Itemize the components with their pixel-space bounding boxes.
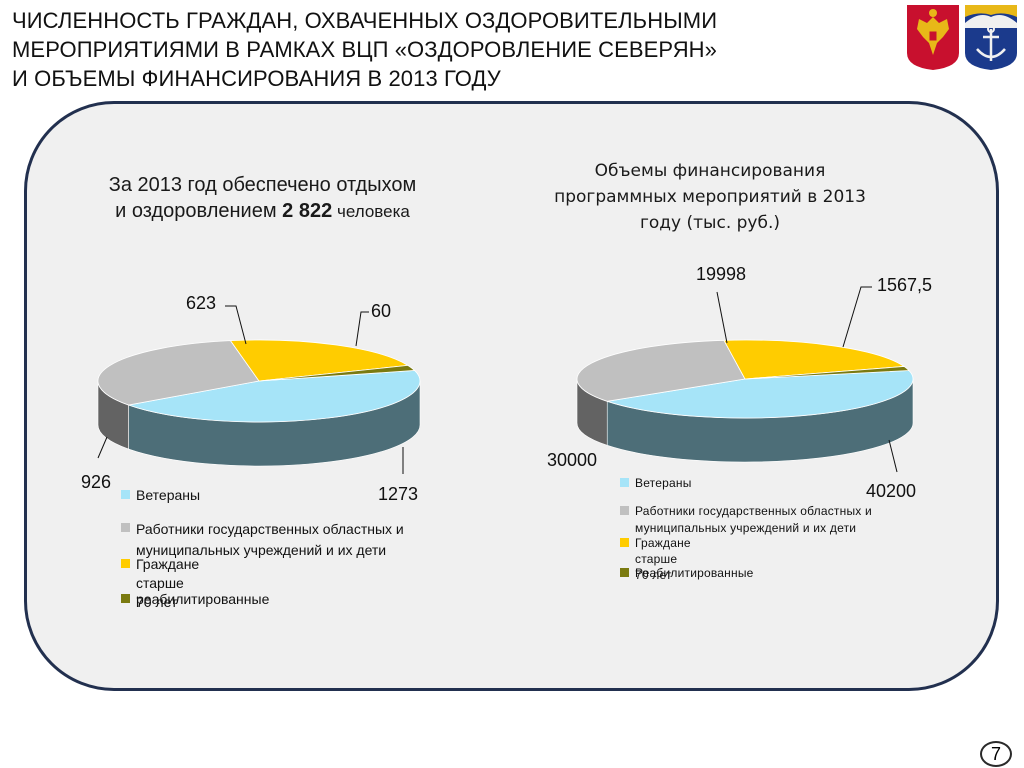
- legend-label-seniors: Граждане старше 70 лет: [136, 556, 200, 610]
- leader-line-rehabilitated: [355, 311, 369, 347]
- right-caption-line-1: Объемы финансирования: [594, 161, 826, 181]
- legend-swatch-rehabilitated: [121, 594, 130, 603]
- pie-slice-seniors: [723, 339, 906, 380]
- legend-label-rehabilitated: реабилитированные: [136, 591, 270, 607]
- pie-slice-seniors: [229, 339, 410, 382]
- legend-swatch-workers: [620, 506, 629, 515]
- leader-line-seniors: [225, 305, 247, 345]
- leader-line-rehabilitated: [842, 286, 872, 348]
- data-label-rehabilitated: 1567,5: [877, 275, 932, 295]
- legend-swatch-workers: [121, 523, 130, 532]
- pie-slice-veterans: [127, 370, 421, 423]
- left-caption-line-2: и оздоровлением 2 822 человека: [60, 198, 465, 225]
- data-label-rehabilitated: 60: [371, 301, 391, 321]
- slide-title-line-3: И ОБЪЕМЫ ФИНАНСИРОВАНИЯ В 2013 ГОДУ: [12, 66, 501, 91]
- legend-label-seniors: Граждане старше 70 лет: [635, 536, 691, 582]
- slide-title: ЧИСЛЕННОСТЬ ГРАЖДАН, ОХВАЧЕННЫХ ОЗДОРОВИ…: [12, 6, 892, 93]
- legend-label-veterans: Ветераны: [635, 476, 692, 490]
- russia-coat-of-arms-icon: [907, 5, 959, 70]
- data-label-seniors: 19998: [696, 264, 746, 284]
- page-number: 7: [980, 741, 1012, 767]
- data-label-workers: 30000: [547, 450, 597, 470]
- legend-swatch-veterans: [620, 478, 629, 487]
- right-chart-caption: Объемы финансирования программных меропр…: [520, 158, 900, 236]
- legend-swatch-seniors: [620, 538, 629, 547]
- right-caption-line-2: программных мероприятий в 2013: [554, 187, 866, 207]
- pie-slice-workers: [576, 339, 746, 402]
- right-caption-line-3: году (тыс. руб.): [639, 213, 781, 233]
- legend-swatch-seniors: [121, 559, 130, 568]
- left-caption-suffix: человека: [332, 202, 410, 221]
- slide-title-line-2: МЕРОПРИЯТИЯМИ В РАМКАХ ВЦП «ОЗДОРОВЛЕНИЕ…: [12, 37, 718, 62]
- legend-label-workers: Работники государственных областных и му…: [635, 504, 872, 535]
- legend-label-workers: Работники государственных областных и му…: [136, 521, 404, 558]
- data-label-veterans: 1273: [378, 484, 418, 504]
- slide-title-line-1: ЧИСЛЕННОСТЬ ГРАЖДАН, ОХВАЧЕННЫХ ОЗДОРОВИ…: [12, 8, 718, 33]
- murmansk-oblast-coat-of-arms-icon: [965, 5, 1017, 70]
- leader-line-workers: [97, 436, 108, 459]
- people-pie-chart: 1273 926 623 60: [81, 293, 421, 504]
- legend-swatch-veterans: [121, 490, 130, 499]
- total-people-count: 2 822: [282, 200, 333, 222]
- pie-slice-veterans: [607, 370, 914, 419]
- data-label-veterans: 40200: [866, 481, 916, 501]
- leader-line-seniors: [716, 291, 728, 344]
- data-label-workers: 926: [81, 472, 111, 492]
- funding-pie-chart: 40200 30000 19998 1567,5: [547, 264, 932, 501]
- legend-swatch-rehabilitated: [620, 568, 629, 577]
- pie-slice-rehabilitated: [258, 364, 416, 382]
- left-chart-caption: За 2013 год обеспечено отдыхом и оздоров…: [60, 172, 465, 225]
- legend-label-veterans: Ветераны: [136, 487, 201, 503]
- left-caption-prefix: и оздоровлением: [115, 200, 283, 222]
- pie-slice-rehabilitated: [744, 366, 910, 380]
- left-caption-line-1: За 2013 год обеспечено отдыхом: [108, 174, 417, 196]
- data-label-seniors: 623: [186, 293, 216, 313]
- pie-slice-workers: [97, 340, 260, 406]
- leader-line-veterans: [888, 439, 898, 473]
- coats-of-arms: [907, 5, 1017, 70]
- legend-label-rehabilitated: Реабилитированные: [635, 566, 754, 580]
